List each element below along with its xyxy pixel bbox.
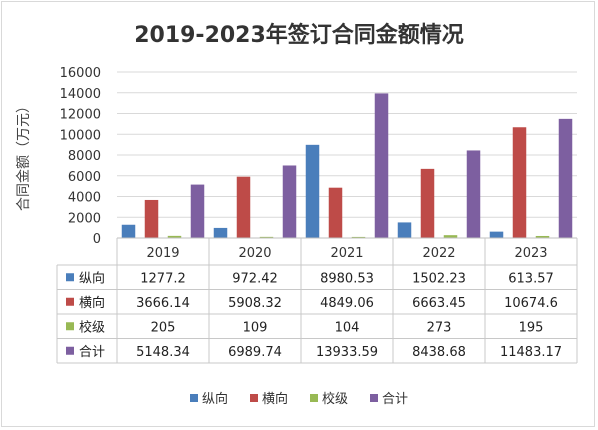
bar-校级-2019 bbox=[167, 235, 182, 238]
table-legend-key bbox=[66, 273, 74, 282]
gridlines bbox=[117, 71, 577, 239]
y-axis-label: 合同金额（万元） bbox=[16, 99, 32, 211]
table-series-name: 合计 bbox=[79, 345, 105, 360]
legend-label: 校级 bbox=[322, 391, 348, 407]
y-tick-label: 14000 bbox=[60, 87, 101, 102]
legend-key bbox=[250, 394, 258, 402]
legend-key bbox=[310, 394, 318, 402]
y-tick-label: 12000 bbox=[60, 108, 101, 123]
bar-横向-2023 bbox=[512, 127, 527, 238]
x-category-label: 2019 bbox=[146, 246, 179, 261]
bar-纵向-2023 bbox=[489, 231, 504, 238]
legend-key bbox=[190, 394, 198, 402]
y-tick-label: 10000 bbox=[60, 128, 101, 143]
table-cell: 1502.23 bbox=[412, 271, 466, 286]
table-legend-key bbox=[66, 297, 74, 306]
table-cell: 104 bbox=[335, 320, 360, 335]
table-legend-key bbox=[66, 346, 74, 355]
table-cell: 5148.34 bbox=[136, 345, 190, 360]
table-cell: 205 bbox=[151, 320, 176, 335]
table-cell: 273 bbox=[427, 320, 452, 335]
y-tick-label: 0 bbox=[93, 232, 101, 247]
bar-合计-2019 bbox=[190, 184, 205, 238]
table-cell: 8980.53 bbox=[320, 271, 374, 286]
bar-纵向-2019 bbox=[121, 224, 136, 238]
table-cell: 1277.2 bbox=[140, 271, 186, 286]
bar-合计-2020 bbox=[282, 165, 297, 238]
table-cell: 195 bbox=[519, 320, 544, 335]
y-tick-label: 16000 bbox=[60, 66, 101, 81]
table-series-name: 横向 bbox=[79, 295, 105, 311]
bar-纵向-2021 bbox=[305, 144, 320, 238]
table-cell: 6663.45 bbox=[412, 296, 466, 311]
table-series-name: 纵向 bbox=[79, 270, 105, 286]
bar-校级-2022 bbox=[443, 235, 458, 238]
table-cell: 13933.59 bbox=[316, 345, 378, 360]
table-series-name: 校级 bbox=[79, 319, 105, 335]
table-cell: 6989.74 bbox=[228, 345, 282, 360]
bar-合计-2022 bbox=[466, 150, 481, 238]
legend-label: 纵向 bbox=[202, 391, 228, 407]
table-cell: 972.42 bbox=[232, 271, 278, 286]
bars bbox=[121, 93, 573, 239]
y-tick-label: 4000 bbox=[68, 191, 101, 206]
bar-横向-2022 bbox=[420, 168, 435, 238]
table-cell: 11483.17 bbox=[500, 345, 562, 360]
bar-合计-2023 bbox=[558, 118, 573, 238]
legend-label: 合计 bbox=[382, 392, 408, 407]
table-cell: 4849.06 bbox=[320, 296, 374, 311]
chart-title: 2019-2023年签订合同金额情况 bbox=[134, 22, 464, 48]
legend-label: 横向 bbox=[262, 391, 288, 407]
bar-横向-2020 bbox=[236, 176, 251, 238]
y-tick-label: 6000 bbox=[68, 170, 101, 185]
table-cell: 109 bbox=[243, 320, 268, 335]
bar-横向-2019 bbox=[144, 199, 159, 238]
bar-合计-2021 bbox=[374, 93, 389, 239]
x-category-label: 2023 bbox=[514, 246, 547, 261]
table-cell: 3666.14 bbox=[136, 296, 190, 311]
data-table: 2019 2020 2021 2022 2023 纵向 1277.2 972.42 8980.5… bbox=[56, 237, 578, 364]
bar-纵向-2022 bbox=[397, 222, 412, 238]
y-tick-label: 2000 bbox=[68, 211, 101, 226]
table-legend-key bbox=[66, 322, 74, 331]
table-cell: 613.57 bbox=[508, 271, 554, 286]
bar-校级-2023 bbox=[535, 235, 550, 238]
legend: 纵向 横向 校级 合计 bbox=[190, 391, 408, 407]
x-category-label: 2020 bbox=[238, 246, 271, 261]
table-cell: 5908.32 bbox=[228, 296, 282, 311]
bar-校级-2020 bbox=[259, 236, 274, 238]
bar-纵向-2020 bbox=[213, 227, 228, 238]
y-axis-ticks: 0 2000 4000 6000 8000 10000 12000 14000 16000 bbox=[60, 66, 101, 247]
x-category-label: 2021 bbox=[330, 246, 363, 261]
table-cell: 8438.68 bbox=[412, 345, 466, 360]
table-cell: 10674.6 bbox=[504, 296, 558, 311]
bar-横向-2021 bbox=[328, 187, 343, 238]
y-tick-label: 8000 bbox=[68, 149, 101, 164]
legend-key bbox=[370, 394, 378, 402]
bar-校级-2021 bbox=[351, 236, 366, 238]
x-category-label: 2022 bbox=[422, 246, 455, 261]
